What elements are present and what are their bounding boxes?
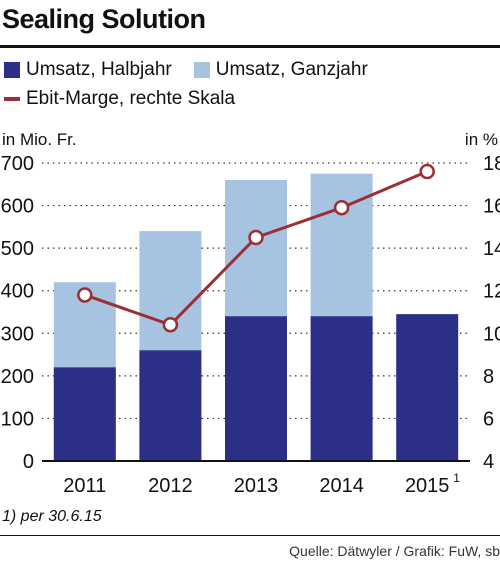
title-rule: [0, 45, 500, 48]
bar-halbjahr: [139, 350, 202, 461]
footnote: 1) per 30.6.15: [2, 508, 102, 525]
bottom-rule: [0, 535, 500, 536]
x-tick-label: 2011: [63, 475, 106, 497]
y-right-tick-label: 16: [483, 196, 500, 218]
y-right-tick-label: 18: [483, 153, 500, 175]
x-tick-label: 2015: [405, 475, 450, 497]
y-left-tick-label: 300: [1, 323, 34, 345]
chart-title: Sealing Solution: [2, 4, 206, 34]
right-axis-label: in %: [465, 130, 498, 149]
point-ebit-marge: [248, 229, 264, 246]
bar-halbjahr: [225, 316, 287, 461]
legend-swatch-marge: [4, 97, 20, 101]
y-left-tick-label: 600: [1, 196, 34, 218]
legend-label-halbjahr: Umsatz, Halbjahr: [26, 59, 172, 80]
point-ebit-marge: [333, 199, 350, 216]
y-left-tick-label: 700: [1, 153, 34, 175]
legend-row-1: Umsatz, Halbjahr Umsatz, Ganzjahr: [4, 59, 390, 81]
y-right-tick-label: 12: [483, 281, 500, 303]
y-left-tick-label: 500: [1, 238, 34, 260]
y-left-tick-label: 200: [1, 366, 34, 388]
y-right-tick-label: 10: [483, 323, 500, 345]
x-tick-label: 2014: [319, 475, 364, 497]
y-left-tick-label: 100: [1, 408, 34, 430]
y-right-tick-label: 6: [483, 408, 494, 430]
legend-label-ganzjahr: Umsatz, Ganzjahr: [215, 59, 368, 80]
source-credit: Quelle: Dätwyler / Grafik: FuW, sb: [289, 543, 500, 559]
legend-swatch-halbjahr: [4, 62, 20, 78]
y-right-tick-label: 8: [483, 366, 494, 388]
y-left-tick-label: 0: [23, 451, 34, 473]
legend-label-marge: Ebit-Marge, rechte Skala: [26, 88, 236, 109]
y-right-tick-label: 14: [483, 238, 500, 260]
bar-halbjahr: [396, 314, 459, 461]
y-left-tick-label: 400: [1, 281, 34, 303]
left-axis-label: in Mio. Fr.: [2, 130, 77, 149]
point-ebit-marge: [419, 163, 435, 180]
x-tick-label: 2012: [148, 475, 193, 497]
x-tick-superscript: 1: [453, 471, 460, 485]
bar-halbjahr: [53, 367, 116, 461]
point-ebit-marge: [162, 317, 179, 333]
point-ebit-marge: [77, 287, 93, 303]
legend-swatch-ganzjahr: [193, 62, 210, 78]
bar-halbjahr: [310, 316, 373, 461]
legend-row-2: Ebit-Marge, rechte Skala: [4, 88, 257, 110]
x-tick-label: 2013: [234, 475, 279, 497]
y-right-tick-label: 4: [483, 451, 494, 473]
